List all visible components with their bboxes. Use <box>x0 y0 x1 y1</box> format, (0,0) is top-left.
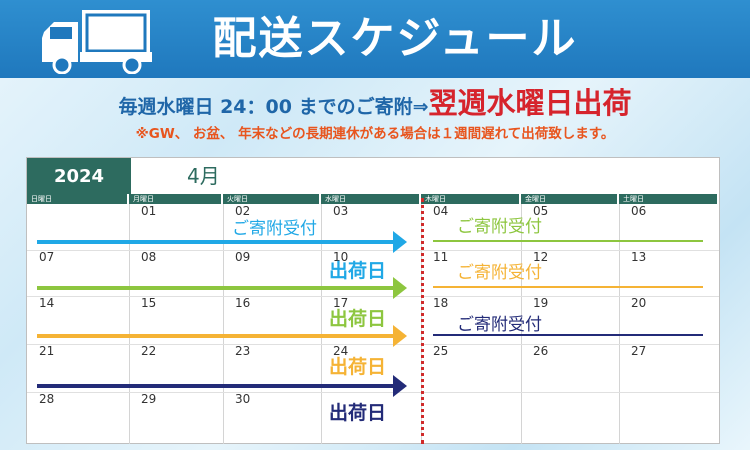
calendar-date: 15 <box>141 296 157 310</box>
ship-day-label: 出荷日 <box>329 308 387 330</box>
calendar-date: 28 <box>39 392 55 406</box>
arrow-shaft <box>37 384 395 388</box>
weekday-header: 木曜日 <box>421 194 521 204</box>
calendar-date: 14 <box>39 296 55 310</box>
arrow-shaft <box>37 240 395 244</box>
receive-label: ご寄附受付 <box>457 263 542 283</box>
calendar: 2024 4月 日曜日 月曜日 火曜日 水曜日 木曜日 金曜日 土曜日 01 02 03 04 05 0… <box>26 157 720 444</box>
arrow-head <box>393 277 407 299</box>
calendar-date: 03 <box>333 204 349 218</box>
calendar-date: 05 <box>533 204 549 218</box>
calendar-date: 29 <box>141 392 157 406</box>
shipping-rule: 毎週水曜日 24：00 までのご寄附⇒翌週水曜日出荷 <box>0 80 750 122</box>
calendar-date: 30 <box>235 392 251 406</box>
calendar-date: 12 <box>533 250 549 264</box>
calendar-row-divider <box>27 296 719 297</box>
ship-day-label: 出荷日 <box>329 356 387 378</box>
ship-day-label: 出荷日 <box>329 260 387 282</box>
weekday-header: 金曜日 <box>521 194 619 204</box>
calendar-date: 23 <box>235 344 251 358</box>
calendar-row-divider <box>27 250 719 251</box>
receive-period-arrow <box>37 325 407 347</box>
calendar-date: 02 <box>235 204 251 218</box>
calendar-date: 20 <box>631 296 647 310</box>
weekday-header: 火曜日 <box>223 194 321 204</box>
calendar-year: 2024 <box>27 158 131 194</box>
calendar-row-divider <box>27 344 719 345</box>
calendar-date: 10 <box>333 250 349 264</box>
arrow-shaft <box>37 334 395 338</box>
calendar-date: 08 <box>141 250 157 264</box>
receive-label: ご寄附受付 <box>232 219 317 239</box>
calendar-column-divider <box>619 204 620 444</box>
calendar-date: 24 <box>333 344 349 358</box>
receive-period-line <box>433 334 703 336</box>
weekday-header: 月曜日 <box>129 194 223 204</box>
calendar-date: 26 <box>533 344 549 358</box>
calendar-date: 16 <box>235 296 251 310</box>
page-title: 配送スケジュール <box>212 13 578 64</box>
cutoff-divider <box>421 198 424 444</box>
calendar-column-divider <box>521 204 522 444</box>
calendar-month: 4月 <box>187 164 220 188</box>
receive-period-line <box>433 286 703 288</box>
calendar-date: 19 <box>533 296 549 310</box>
receive-period-arrow <box>37 277 407 299</box>
arrow-shaft <box>37 286 395 290</box>
calendar-column-divider <box>223 204 224 444</box>
weekday-header: 水曜日 <box>321 194 421 204</box>
calendar-date: 21 <box>39 344 55 358</box>
arrow-head <box>393 325 407 347</box>
shipping-rule-lead: 毎週水曜日 24：00 までのご寄附⇒ <box>118 96 429 118</box>
receive-label: ご寄附受付 <box>457 315 542 335</box>
calendar-date: 04 <box>433 204 449 218</box>
calendar-date: 11 <box>433 250 449 264</box>
calendar-date: 17 <box>333 296 349 310</box>
holiday-note: ※GW、 お盆、 年末などの長期連休がある場合は１週間遅れて出荷致します。 <box>135 126 615 142</box>
ship-day-label: 出荷日 <box>329 402 387 424</box>
receive-label: ご寄附受付 <box>457 217 542 237</box>
calendar-date: 22 <box>141 344 157 358</box>
shipping-rule-emphasis: 翌週水曜日出荷 <box>428 86 632 120</box>
calendar-date: 07 <box>39 250 55 264</box>
arrow-head <box>393 231 407 253</box>
receive-period-arrow <box>37 375 407 397</box>
calendar-date: 06 <box>631 204 647 218</box>
arrow-head <box>393 375 407 397</box>
calendar-date: 25 <box>433 344 449 358</box>
calendar-date: 18 <box>433 296 449 310</box>
calendar-column-divider <box>321 204 322 444</box>
title-banner: 配送スケジュール <box>0 0 750 78</box>
calendar-date: 13 <box>631 250 647 264</box>
receive-period-arrow <box>37 231 407 253</box>
calendar-date: 01 <box>141 204 157 218</box>
weekday-header: 土曜日 <box>619 194 719 204</box>
delivery-truck-icon <box>42 10 152 74</box>
receive-period-line <box>433 240 703 242</box>
calendar-column-divider <box>129 204 130 444</box>
calendar-date: 27 <box>631 344 647 358</box>
calendar-row-divider <box>27 392 719 393</box>
weekday-header: 日曜日 <box>27 194 129 204</box>
calendar-date: 09 <box>235 250 251 264</box>
